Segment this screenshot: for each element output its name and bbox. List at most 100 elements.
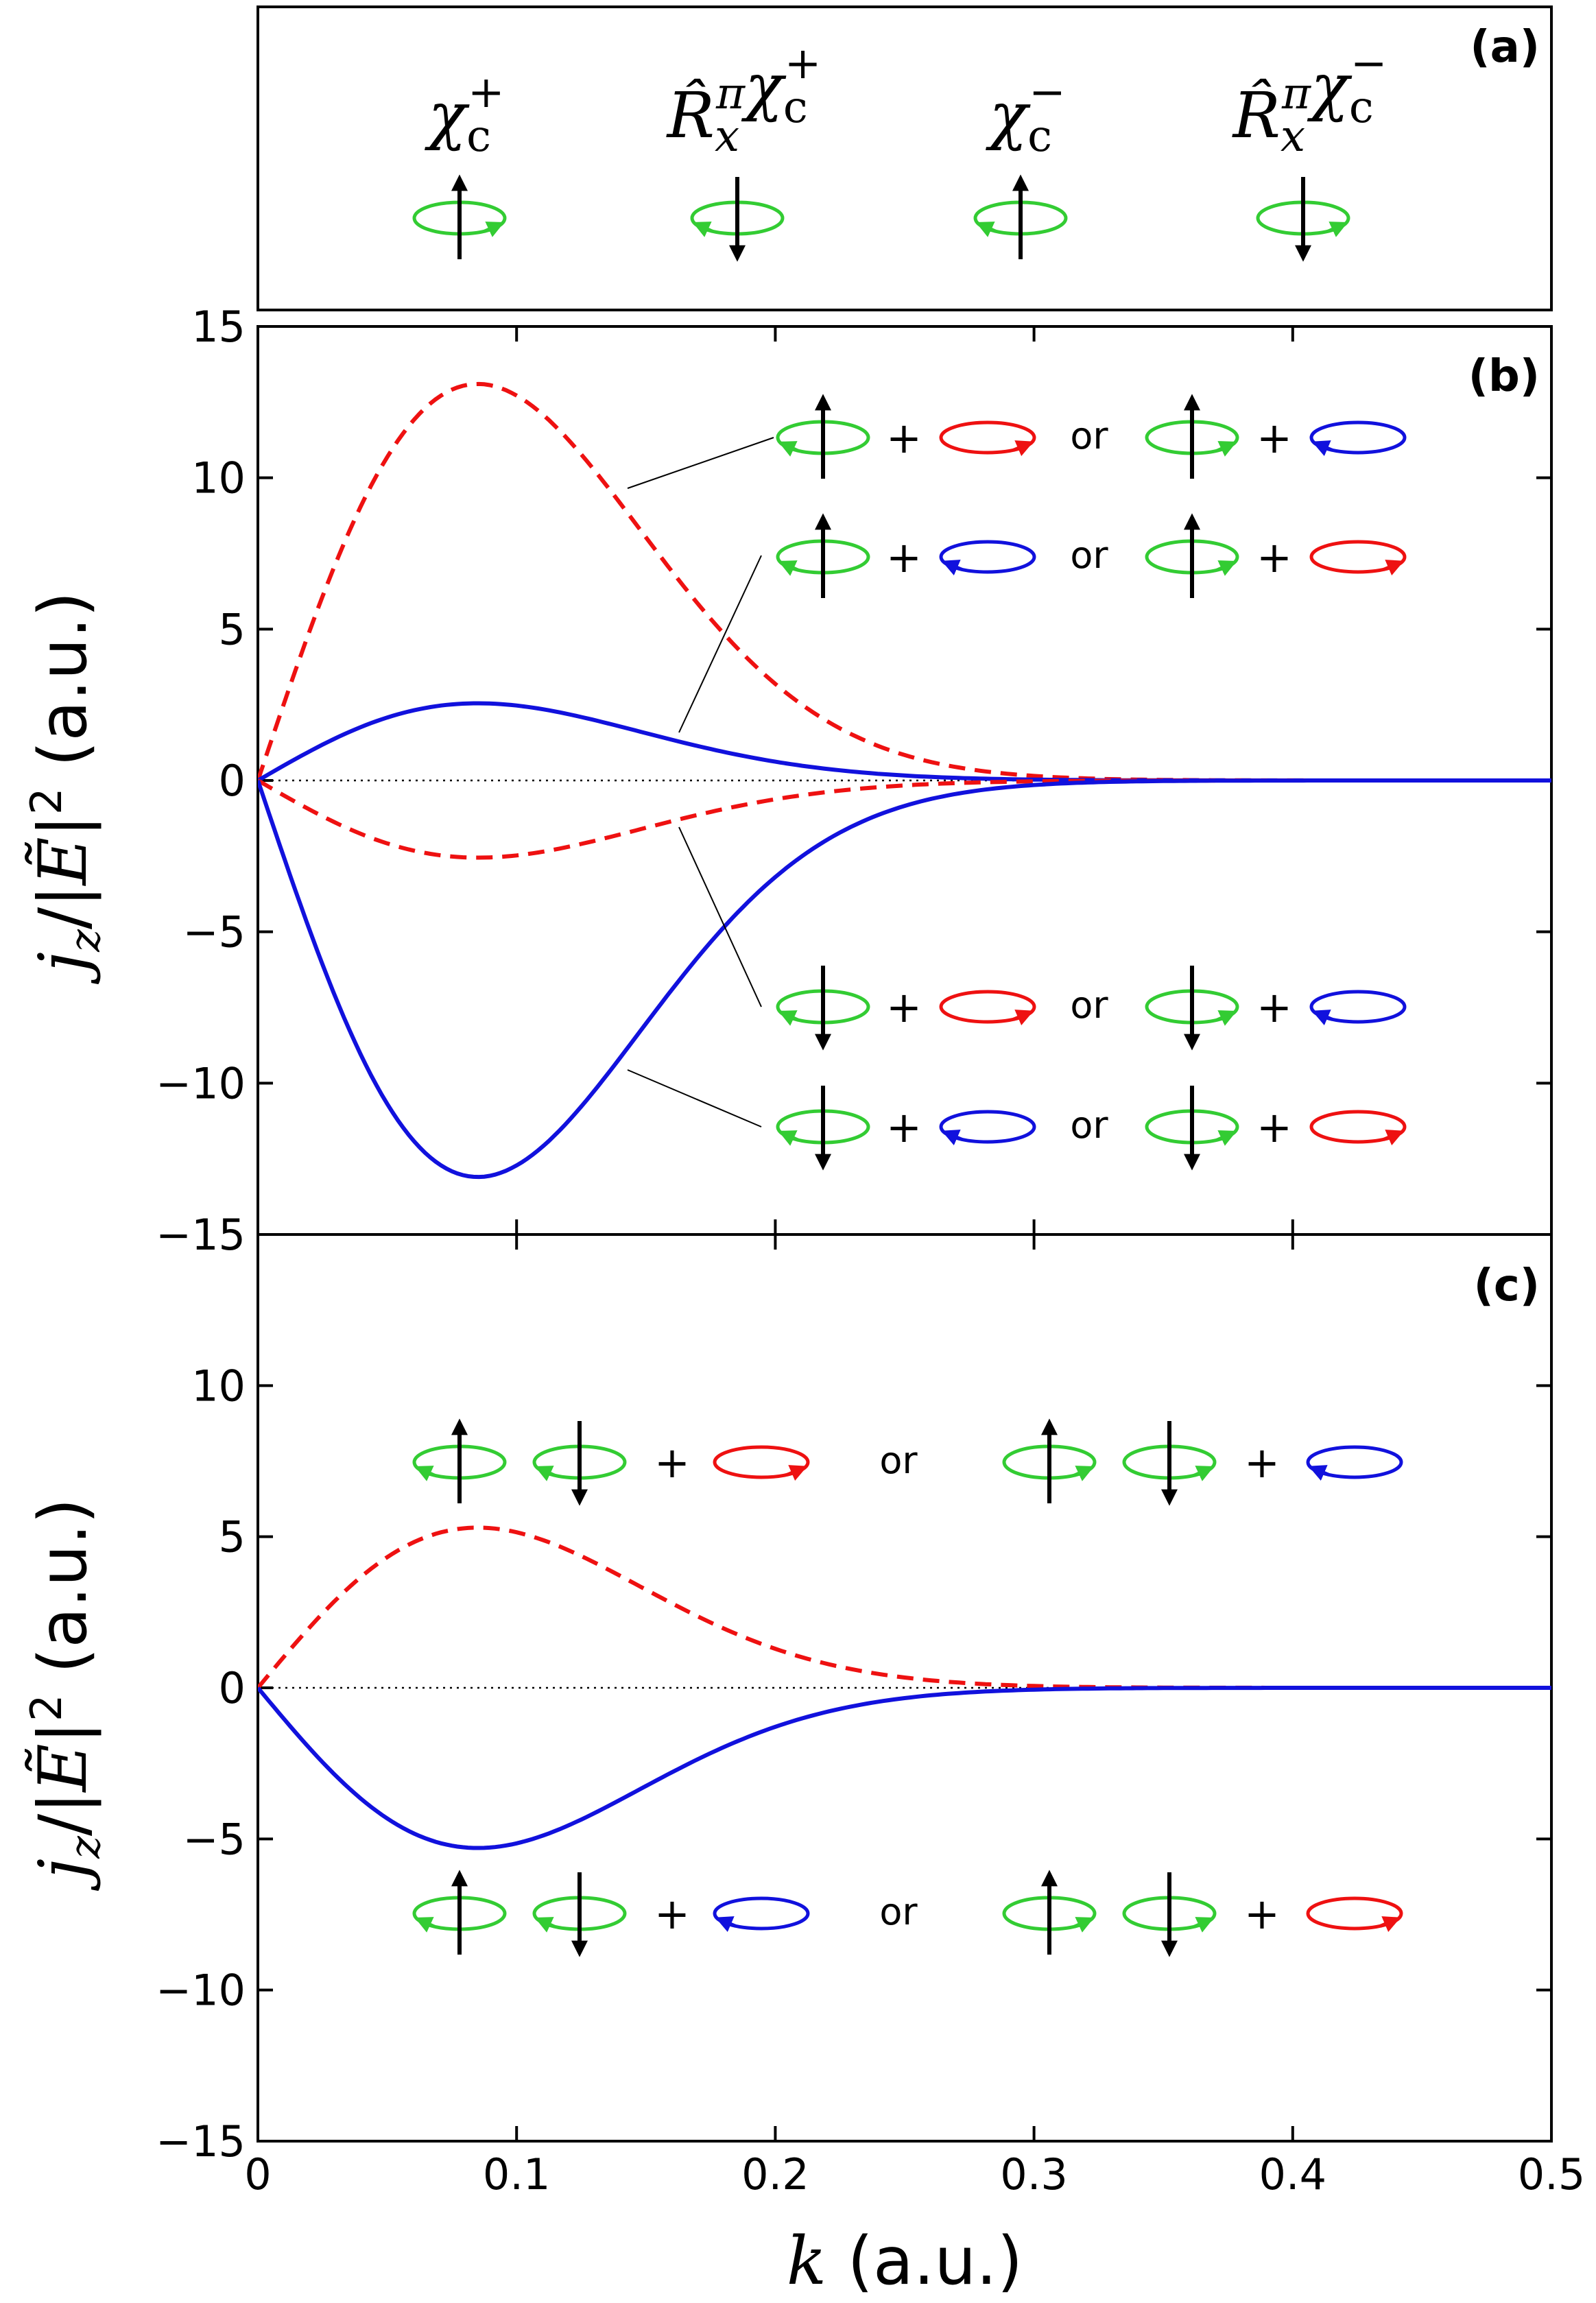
annotation-row-b-4-spin-2 (1145, 1086, 1239, 1171)
series-c-2-solid-blue (258, 1686, 1551, 1850)
annotation-row-b-3-loop-2 (1309, 990, 1407, 1026)
panel-a-symbols: χc+ R̂xπχc+ χc− R̂xπχc− (412, 38, 1387, 262)
annotation-row-c-2: + or + (412, 1870, 1403, 1957)
symbol-label-4: R̂xπχc− (1232, 38, 1387, 162)
annotation-row-c-2-or: or (879, 1890, 918, 1933)
annotation-row-b-3-loop-1 (939, 990, 1036, 1026)
annotation-row-c-1-plus-1: + (654, 1437, 690, 1488)
annotation-row-b-1-loop-1 (939, 420, 1036, 457)
leader-line-1 (627, 437, 774, 489)
annotation-row-b-3-plus-1: + (886, 982, 922, 1032)
annotation-row-c-1-loop-2 (1306, 1445, 1403, 1481)
panel-b-label: (b) (1468, 351, 1540, 402)
annotation-row-b-2-loop-2 (1309, 540, 1407, 576)
annotation-row-b-3-plus-2: + (1256, 982, 1292, 1032)
xtick-label: 0.2 (741, 2149, 809, 2199)
annotation-row-b-2-or: or (1070, 534, 1108, 577)
leader-line-2 (678, 555, 762, 733)
ytick-label-b: 5 (219, 604, 246, 654)
ylabel-c: jz/|Ẽ|2 (a.u.) (21, 1498, 110, 1891)
panel-c-plot-area (258, 1525, 1551, 1850)
leader-line-3 (678, 826, 762, 1007)
spin-glyph-4 (1256, 177, 1350, 262)
annotation-row-b-1: + or + (776, 394, 1407, 479)
ytick-label-c: −5 (183, 1814, 246, 1864)
annotation-row-b-2-spin-1 (776, 513, 870, 598)
annotation-row-c-1-spin-3 (1002, 1418, 1097, 1503)
svg-text:jz/|Ẽ|2 (a.u.): jz/|Ẽ|2 (a.u.) (21, 591, 110, 984)
xtick-label: 0.5 (1518, 2149, 1586, 2199)
annotation-row-b-2-plus-1: + (886, 532, 922, 582)
leader-line-4 (627, 1069, 762, 1127)
annotation-row-b-1-plus-2: + (1256, 413, 1292, 463)
ytick-label-c: −10 (156, 1966, 246, 2016)
annotation-row-b-3: + or + (776, 966, 1407, 1051)
ytick-label-c: 5 (219, 1512, 246, 1562)
annotation-row-c-2-plus-2: + (1244, 1889, 1280, 1939)
annotation-row-c-2-spin-1 (412, 1870, 507, 1955)
svg-text:jz/|Ẽ|2 (a.u.): jz/|Ẽ|2 (a.u.) (21, 1498, 110, 1891)
ytick-label-b: −10 (156, 1058, 246, 1108)
annotation-row-c-2-plus-1: + (654, 1889, 690, 1939)
annotation-row-c-2-spin-4 (1122, 1872, 1217, 1957)
ytick-label-b: −5 (183, 907, 246, 957)
annotation-row-b-4-plus-2: + (1256, 1102, 1292, 1152)
annotation-row-b-1-loop-2 (1309, 420, 1407, 457)
annotation-row-b-4-spin-1 (776, 1086, 870, 1171)
annotation-row-b-2-loop-1 (939, 540, 1036, 576)
ytick-label-c: 0 (219, 1663, 246, 1713)
panel-a-label: (a) (1470, 22, 1540, 73)
annotation-row-c-2-loop-1 (713, 1896, 810, 1933)
annotation-row-c-1-spin-4 (1122, 1421, 1217, 1506)
ytick-label-b: −15 (156, 1210, 246, 1260)
annotation-row-c-1-plus-2: + (1244, 1437, 1280, 1488)
annotation-row-b-1-plus-1: + (886, 413, 922, 463)
panel-a: (a) χc+ R̂xπχc+ χc− R̂xπχc− (257, 5, 1553, 311)
xlabel: k (a.u.) (787, 2223, 1023, 2300)
series-b-3-dashed-red (258, 778, 1551, 860)
panel-c-annotations: + or + + or + (412, 1418, 1403, 1957)
series-b-4-solid-blue (258, 778, 1551, 1180)
xtick-label: 0.1 (483, 2149, 551, 2199)
panel-b: (b) −15 −10 −5 0 5 10 15 + or + + or + + or + + or + (156, 302, 1553, 1260)
annotation-row-c-1-spin-1 (412, 1418, 507, 1503)
ytick-label-b: 0 (219, 756, 246, 806)
panel-c-axes: −15 −10 −5 0 5 10 0 0.1 0.2 0.3 0.4 0.5 (156, 1234, 1585, 2199)
panel-c: (c) −15 −10 −5 0 5 10 0 0.1 0.2 0.3 0.4 0.5 + or + + or… (156, 1233, 1585, 2199)
panel-b-plot-area (258, 381, 1551, 1180)
annotation-row-b-1-spin-1 (776, 394, 870, 479)
panel-a-frame (257, 5, 1553, 311)
spin-glyph-1 (412, 174, 507, 259)
xtick-label: 0.4 (1259, 2149, 1326, 2199)
annotation-row-b-2-plus-2: + (1256, 532, 1292, 582)
annotation-row-b-3-or: or (1070, 983, 1108, 1027)
annotation-row-c-2-spin-2 (532, 1872, 627, 1957)
ytick-label-b: 10 (191, 453, 246, 503)
annotation-row-b-2: + or + (776, 513, 1407, 598)
annotation-row-c-1-spin-2 (532, 1421, 627, 1506)
annotation-row-b-1-or: or (1070, 414, 1108, 457)
annotation-row-b-4: + or + (776, 1086, 1407, 1171)
symbol-label-3: χc− (985, 67, 1065, 162)
ylabel-b: jz/|Ẽ|2 (a.u.) (21, 591, 110, 984)
annotation-row-b-4-loop-1 (939, 1110, 1036, 1146)
annotation-row-c-2-spin-3 (1002, 1870, 1097, 1955)
series-b-1-dashed-red (258, 381, 1551, 783)
ytick-label-c: 10 (191, 1361, 246, 1411)
ytick-label-b: 15 (191, 302, 246, 352)
panel-b-annotations: + or + + or + + or + + or + (627, 394, 1407, 1171)
panel-c-label: (c) (1474, 1261, 1540, 1311)
symbol-label-2: R̂xπχc+ (666, 38, 822, 162)
annotation-row-b-3-spin-2 (1145, 966, 1239, 1051)
spin-glyph-3 (973, 174, 1068, 259)
annotation-row-c-1-or: or (879, 1439, 918, 1482)
annotation-row-c-1-loop-1 (713, 1445, 810, 1481)
annotation-row-c-1: + or + (412, 1418, 1403, 1506)
spin-glyph-2 (690, 177, 785, 262)
series-b-2-solid-blue (258, 701, 1551, 783)
xtick-label: 0.3 (1000, 2149, 1068, 2199)
annotation-row-c-2-loop-2 (1306, 1896, 1403, 1933)
annotation-row-b-3-spin-1 (776, 966, 870, 1051)
annotation-row-b-1-spin-2 (1145, 394, 1239, 479)
